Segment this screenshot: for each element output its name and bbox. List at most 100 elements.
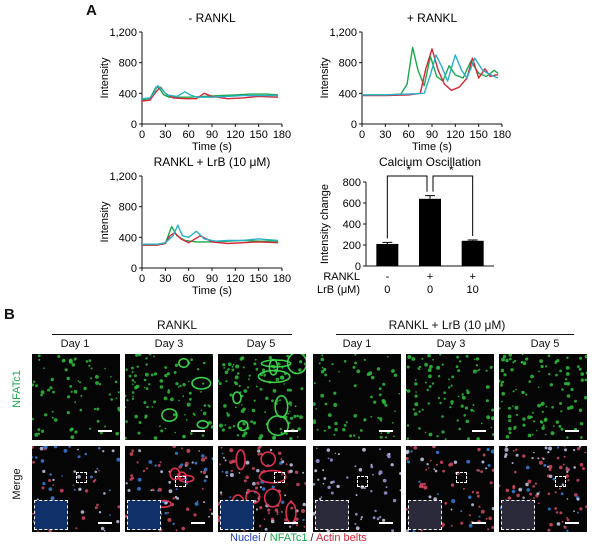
cell-spot — [514, 405, 519, 410]
cell-spot — [116, 520, 120, 524]
cell-spot — [236, 372, 240, 375]
cell-spot — [529, 492, 533, 496]
cell-spot — [448, 378, 450, 381]
cell-spot — [125, 436, 127, 440]
cell-spot — [353, 384, 357, 388]
cell-spot — [520, 360, 524, 364]
cell-spot — [390, 463, 394, 467]
cell-spot — [406, 450, 409, 455]
cell-spot — [466, 390, 470, 395]
cell-spot — [385, 486, 388, 489]
cell-spot — [275, 377, 280, 382]
cell-spot — [481, 460, 485, 464]
cell-spot — [548, 464, 553, 469]
cell-spot — [202, 411, 207, 416]
cell-spot — [465, 419, 470, 424]
cell-spot — [373, 400, 377, 404]
cell-spot — [490, 426, 493, 429]
cell-spot — [234, 375, 239, 380]
cell-spot — [96, 503, 99, 507]
cell-spot — [383, 491, 388, 495]
cell-spot — [450, 508, 453, 511]
cell-spot — [73, 358, 77, 361]
cell-spot — [563, 382, 568, 386]
cell-spot — [131, 449, 135, 453]
y-tick-label: 400 — [119, 232, 137, 244]
cell-spot — [502, 354, 507, 359]
cell-spot — [314, 469, 318, 473]
cell-spot — [508, 419, 512, 423]
cell-spot — [432, 446, 436, 449]
cell-spot — [84, 489, 89, 493]
scale-bar — [284, 430, 298, 432]
cell-spot — [268, 512, 270, 515]
x-axis-label: Time (s) — [192, 141, 232, 153]
cell-spot — [153, 436, 158, 440]
legend-separator: / — [307, 532, 317, 544]
cell-spot — [579, 507, 583, 511]
cell-spot — [533, 451, 535, 454]
row-label-nfatc1: NFATc1 — [11, 370, 23, 408]
cell-spot — [243, 479, 247, 483]
cell-spot — [280, 458, 283, 461]
cell-spot — [211, 457, 213, 461]
x-tick-label: 0 — [359, 129, 365, 141]
cell-spot — [228, 362, 232, 367]
cell-spot — [218, 518, 221, 522]
cell-spot — [505, 358, 509, 363]
cell-spot — [490, 449, 494, 454]
cell-spot — [77, 448, 79, 451]
cell-spot — [95, 375, 99, 379]
cell-spot — [399, 489, 401, 492]
cell-spot — [181, 526, 185, 531]
cell-spot — [242, 422, 246, 426]
cell-spot — [531, 457, 534, 460]
cell-spot — [232, 425, 236, 428]
cell-spot — [322, 469, 325, 472]
cell-spot — [407, 460, 411, 464]
cell-spot — [40, 390, 45, 395]
cell-spot — [132, 383, 134, 386]
cell-spot — [138, 421, 142, 424]
cell-spot — [103, 492, 106, 495]
cell-spot — [559, 465, 563, 470]
cell-spot — [276, 511, 279, 514]
cell-spot — [235, 364, 240, 369]
cell-spot — [186, 402, 191, 407]
cell-spot — [226, 413, 230, 417]
cell-spot — [32, 380, 36, 383]
cell-spot — [418, 365, 422, 369]
cell-spot — [570, 387, 574, 392]
cell-spot — [512, 390, 515, 393]
stain-legend: Nuclei / NFATc1 / Actin belts — [230, 528, 367, 546]
cell-spot — [564, 378, 568, 381]
cell-spot — [201, 454, 205, 458]
cell-spot — [425, 468, 428, 471]
cell-spot — [449, 406, 452, 409]
cell-spot — [223, 404, 227, 408]
y-tick-label: 800 — [119, 202, 137, 214]
cell-spot — [414, 394, 418, 398]
cell-spot — [92, 480, 96, 483]
cell-spot — [585, 371, 587, 375]
cell-spot — [418, 410, 421, 413]
cell-spot — [302, 502, 306, 507]
cell-spot — [343, 424, 347, 427]
cell-spot — [198, 450, 200, 452]
cell-spot — [143, 378, 147, 382]
cell-spot — [35, 384, 38, 388]
cell-spot — [164, 366, 168, 369]
cell-spot — [146, 405, 149, 409]
cell-spot — [88, 364, 91, 367]
cell-spot — [378, 393, 382, 397]
cell-spot — [527, 415, 532, 420]
cell-spot — [429, 364, 433, 369]
cell-spot — [220, 493, 223, 496]
cell-spot — [222, 363, 226, 367]
cell-spot — [289, 410, 291, 413]
cell-spot — [37, 432, 41, 435]
cell-spot — [224, 459, 227, 462]
cell-spot — [532, 497, 535, 499]
cell-spot — [274, 508, 279, 512]
cell-spot — [478, 515, 481, 518]
